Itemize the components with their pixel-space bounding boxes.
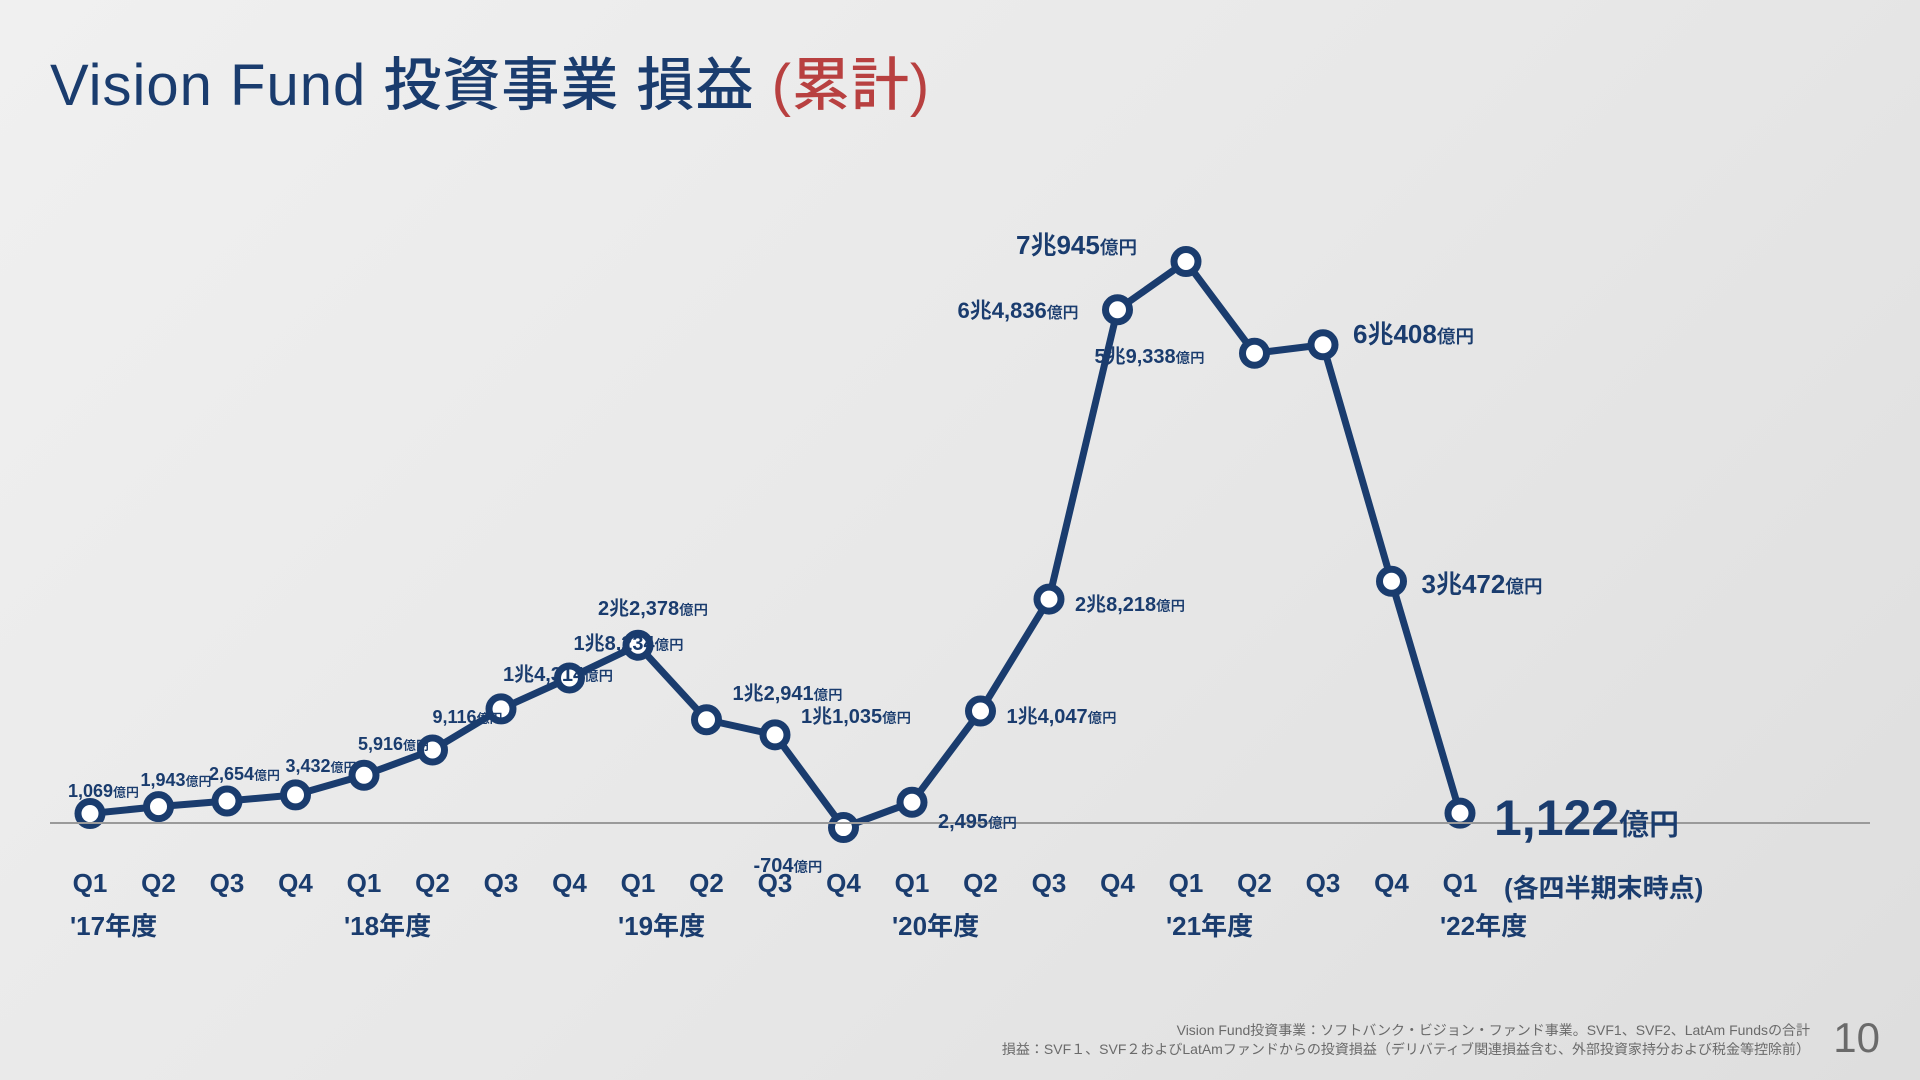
point-label: 1兆8,234億円: [574, 634, 684, 654]
x-axis-label: Q1: [1169, 868, 1204, 899]
x-axis-label: Q4: [1374, 868, 1409, 899]
x-axis-label: Q2: [415, 868, 450, 899]
point-label: 3,432億円: [286, 757, 357, 775]
x-axis-label: Q4: [1100, 868, 1135, 899]
x-axis-label: Q3: [1306, 868, 1341, 899]
x-axis-label: Q1: [895, 868, 930, 899]
year-label: '22年度: [1440, 906, 1527, 943]
x-axis-label: Q2: [1237, 868, 1272, 899]
point-label: 6兆408億円: [1353, 321, 1474, 347]
point-label: 5,916億円: [358, 735, 429, 753]
year-label: '18年度: [344, 906, 431, 943]
footnote-line-1: Vision Fund投資事業：ソフトバンク・ビジョン・ファンド事業。SVF1、…: [1002, 1021, 1810, 1041]
x-axis-label: Q4: [826, 868, 861, 899]
point-label: 6兆4,836億円: [958, 300, 1079, 322]
highlight-value: 1,122億円: [1494, 793, 1679, 843]
point-label: 1,069億円: [68, 782, 139, 800]
x-axis-label: Q4: [552, 868, 587, 899]
footnote: Vision Fund投資事業：ソフトバンク・ビジョン・ファンド事業。SVF1、…: [1002, 1021, 1810, 1060]
point-label: 2,495億円: [938, 812, 1017, 832]
point-label: 1兆4,314億円: [503, 665, 613, 685]
year-label: '17年度: [70, 906, 157, 943]
x-axis-label: Q3: [484, 868, 519, 899]
point-label: 1兆1,035億円: [801, 707, 911, 727]
point-label: 7兆945億円: [1016, 232, 1137, 258]
title-accent: (累計): [772, 53, 931, 118]
point-label: 2兆8,218億円: [1075, 595, 1185, 615]
year-label: '19年度: [618, 906, 705, 943]
x-axis-label: Q2: [963, 868, 998, 899]
x-axis-label: Q2: [141, 868, 176, 899]
x-axis-label: Q1: [73, 868, 108, 899]
x-axis-label: Q3: [1032, 868, 1067, 899]
point-label: 2,654億円: [209, 765, 280, 783]
x-axis-label: Q3: [758, 868, 793, 899]
point-label: 1兆4,047億円: [1007, 707, 1117, 727]
x-axis-label: Q3: [210, 868, 245, 899]
point-label: 2兆2,378億円: [598, 599, 708, 619]
title-main: Vision Fund 投資事業 損益: [50, 53, 772, 118]
x-axis-label: Q4: [278, 868, 313, 899]
year-label: '20年度: [892, 906, 979, 943]
point-label: 1,943億円: [141, 771, 212, 789]
x-axis-label: Q1: [621, 868, 656, 899]
point-label: 9,116億円: [433, 708, 503, 726]
x-axis-label: Q1: [347, 868, 382, 899]
page-number: 10: [1833, 1014, 1880, 1062]
x-axis-label: Q1: [1443, 868, 1478, 899]
year-label: '21年度: [1166, 906, 1253, 943]
point-label: 3兆472億円: [1422, 571, 1543, 597]
chart-area: 1,069億円1,943億円2,654億円 3,432億円5,916億円9,116…: [50, 120, 1870, 950]
x-axis-label: Q2: [689, 868, 724, 899]
footnote-line-2: 損益：SVF１、SVF２およびLatAmファンドからの投資損益（デリバティブ関連…: [1002, 1040, 1810, 1060]
point-label: 1兆2,941億円: [733, 684, 843, 704]
point-label: 5兆9,338億円: [1095, 347, 1205, 367]
page-title: Vision Fund 投資事業 損益 (累計): [50, 38, 930, 122]
x-axis-note: (各四半期末時点): [1504, 868, 1703, 905]
